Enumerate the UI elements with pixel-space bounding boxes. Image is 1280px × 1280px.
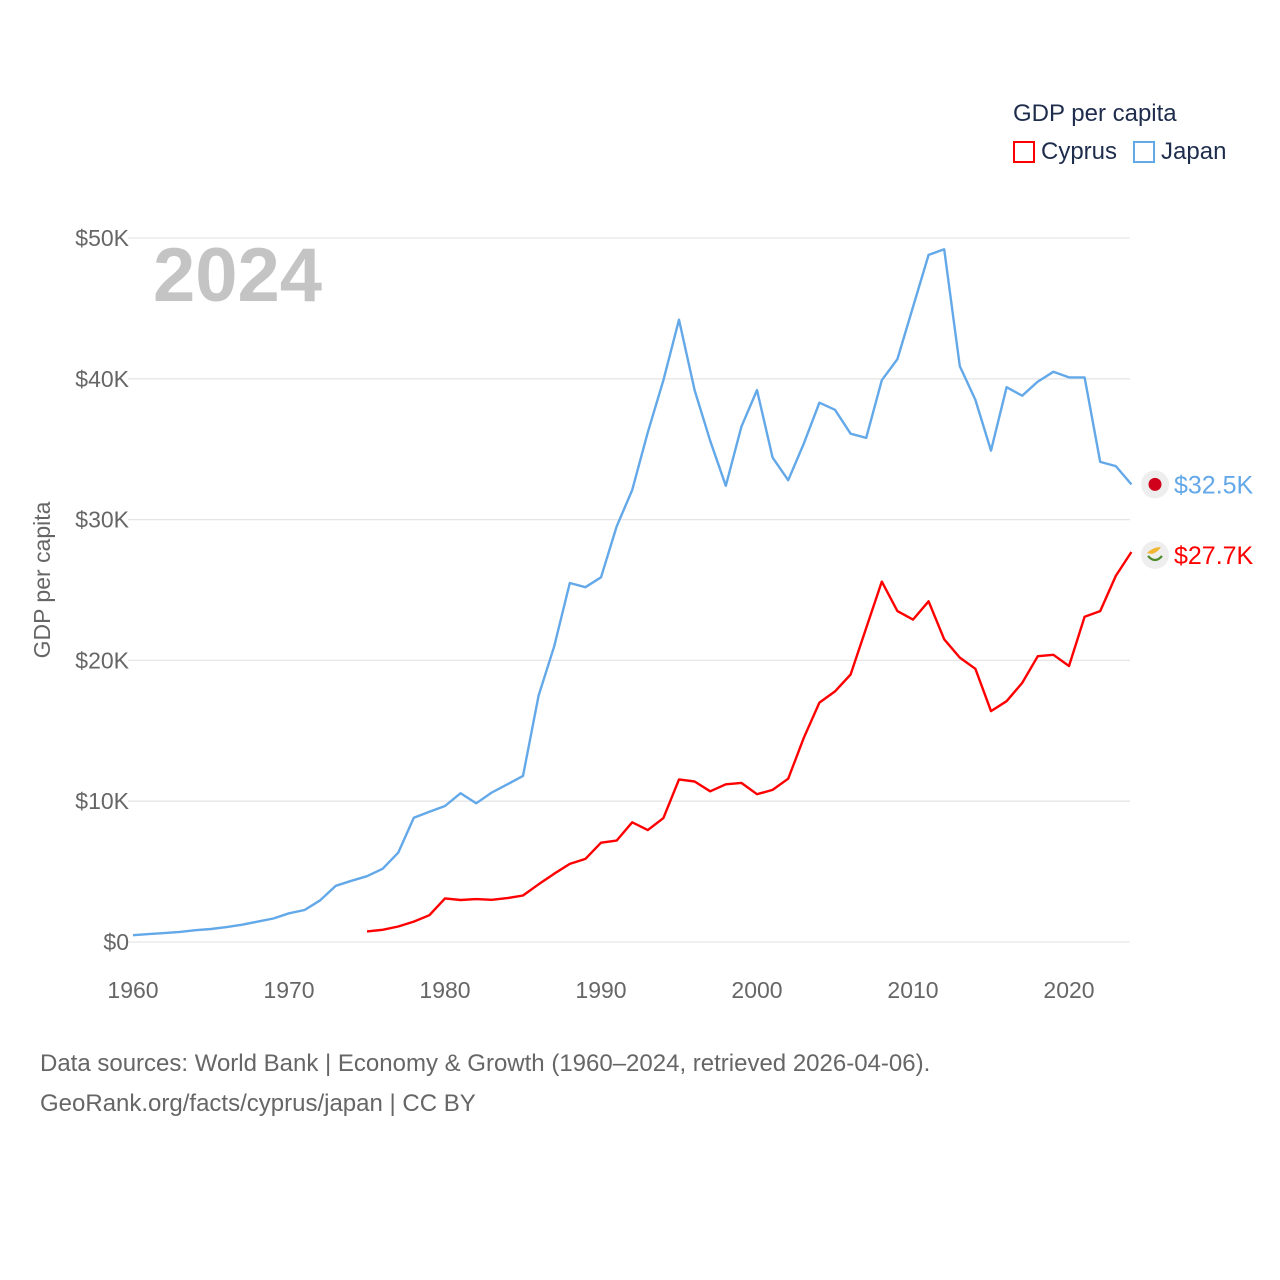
x-tick-label: 2010: [887, 977, 938, 1003]
y-axis-label: GDP per capita: [29, 501, 55, 658]
y-tick-label: $0: [103, 929, 129, 955]
year-watermark: 2024: [153, 233, 322, 318]
japan-swatch: [1133, 141, 1156, 163]
gridlines: [128, 237, 1130, 943]
x-tick-label: 1980: [419, 977, 470, 1003]
x-tick-label: 2020: [1043, 977, 1094, 1003]
footer: Data sources: World Bank | Economy & Gro…: [40, 1044, 930, 1124]
legend-item-cyprus[interactable]: Cyprus: [1013, 138, 1117, 166]
data-sources: Data sources: World Bank | Economy & Gro…: [40, 1050, 931, 1077]
legend-title: GDP per capita: [1013, 100, 1177, 127]
end-label-japan: $32.5K: [1174, 471, 1254, 499]
series-lines: [132, 248, 1133, 937]
y-tick-label: $40K: [75, 366, 129, 392]
legend-label-japan: Japan: [1161, 138, 1227, 165]
x-tick-label: 1990: [575, 977, 626, 1003]
japan-flag-icon: [1141, 470, 1169, 499]
x-tick-label: 2000: [731, 977, 782, 1003]
source-link[interactable]: GeoRank.org/facts/cyprus/japan | CC BY: [40, 1090, 476, 1117]
series-line-japan: [132, 248, 1133, 937]
y-tick-label: $10K: [75, 788, 129, 814]
end-label-cyprus: $27.7K: [1174, 542, 1254, 570]
legend-item-japan[interactable]: Japan: [1133, 138, 1226, 166]
cyprus-swatch: [1013, 141, 1035, 163]
x-tick-label: 1970: [263, 977, 314, 1003]
legend-label-cyprus: Cyprus: [1041, 138, 1118, 165]
y-tick-label: $50K: [75, 225, 129, 251]
legend: GDP per capita Cyprus Japan: [1013, 100, 1226, 166]
end-labels: $27.7K $32.5K: [1141, 470, 1254, 570]
y-tick-label: $20K: [75, 647, 129, 673]
y-axis-ticks: $0 $10K $20K $30K $40K $50K: [75, 225, 129, 955]
y-tick-label: $30K: [75, 507, 129, 533]
series-line-cyprus: [366, 551, 1133, 933]
x-tick-label: 1960: [107, 977, 158, 1003]
x-axis-ticks: 1960 1970 1980 1990 2000 2010 2020: [107, 977, 1094, 1003]
cyprus-flag-icon: [1141, 540, 1169, 569]
